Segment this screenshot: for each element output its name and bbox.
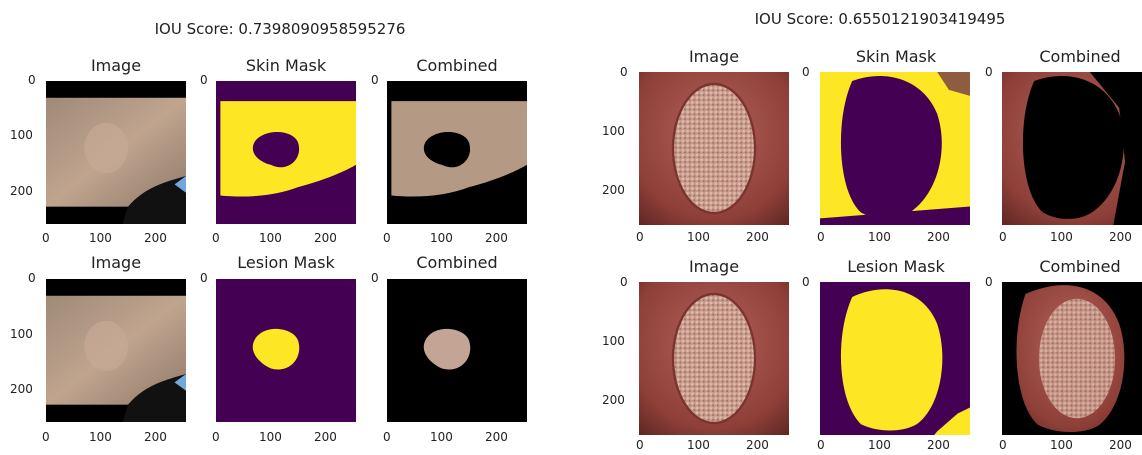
figure-right: IOU Score: 0.6550121903419495 Image Skin… (580, 0, 1142, 455)
panel-title: Skin Mask (245, 56, 327, 75)
x-tick: 0 (42, 231, 50, 245)
y-tick: 0 (371, 73, 379, 87)
y-tick: 0 (985, 65, 993, 79)
x-tick: 200 (927, 438, 950, 452)
y-tick: 200 (602, 183, 625, 197)
image-panel (639, 282, 789, 435)
panel-title: Image (90, 253, 142, 272)
y-tick: 0 (802, 275, 810, 289)
combined-panel (387, 279, 527, 422)
x-tick: 100 (89, 430, 112, 444)
y-tick: 0 (200, 271, 208, 285)
panel-title: Combined (1039, 47, 1121, 66)
x-tick: 0 (636, 230, 644, 244)
lesion-mask-panel (820, 282, 970, 435)
panel-title: Image (90, 56, 142, 75)
x-tick: 200 (1109, 438, 1132, 452)
lesion-mask-panel (216, 279, 356, 422)
figure-left: IOU Score: 0.7398090958595276 Image Skin… (0, 0, 560, 455)
x-tick: 200 (746, 438, 769, 452)
iou-score-right: IOU Score: 0.6550121903419495 (754, 10, 1006, 28)
y-tick: 0 (985, 275, 993, 289)
y-tick: 100 (10, 327, 33, 341)
combined-panel (1002, 72, 1142, 225)
skin-mask-panel (820, 72, 970, 225)
x-tick: 0 (42, 430, 50, 444)
x-tick: 200 (485, 430, 508, 444)
image-panel (639, 72, 789, 225)
x-tick: 200 (314, 231, 337, 245)
x-tick: 100 (1050, 438, 1073, 452)
x-tick: 100 (687, 230, 710, 244)
panel-title: Lesion Mask (847, 257, 945, 276)
x-tick: 100 (259, 430, 282, 444)
x-tick: 100 (89, 231, 112, 245)
panel-title: Combined (416, 56, 498, 75)
image-panel (46, 81, 186, 224)
x-tick: 200 (144, 430, 167, 444)
panel-title: Combined (1039, 257, 1121, 276)
x-tick: 0 (999, 230, 1007, 244)
x-tick: 0 (212, 231, 220, 245)
y-tick: 0 (371, 271, 379, 285)
y-tick: 200 (602, 393, 625, 407)
skin-mask-panel (216, 81, 356, 224)
x-tick: 200 (314, 430, 337, 444)
x-tick: 0 (636, 438, 644, 452)
x-tick: 200 (746, 230, 769, 244)
x-tick: 0 (383, 430, 391, 444)
panel-title: Lesion Mask (237, 253, 335, 272)
y-tick: 0 (200, 73, 208, 87)
x-tick: 0 (817, 230, 825, 244)
panel-title: Skin Mask (855, 47, 937, 66)
combined-panel (387, 81, 527, 224)
combined-panel (1002, 282, 1142, 435)
panel-title: Image (688, 257, 740, 276)
y-tick: 100 (602, 334, 625, 348)
x-tick: 100 (868, 230, 891, 244)
x-tick: 200 (144, 231, 167, 245)
x-tick: 0 (212, 430, 220, 444)
y-tick: 100 (602, 124, 625, 138)
x-tick: 100 (259, 231, 282, 245)
x-tick: 100 (687, 438, 710, 452)
iou-score-left: IOU Score: 0.7398090958595276 (154, 20, 406, 38)
y-tick: 0 (620, 65, 628, 79)
y-tick: 0 (28, 271, 36, 285)
y-tick: 0 (620, 275, 628, 289)
y-tick: 0 (802, 65, 810, 79)
x-tick: 200 (1109, 230, 1132, 244)
x-tick: 100 (1050, 230, 1073, 244)
x-tick: 0 (999, 438, 1007, 452)
panel-title: Combined (416, 253, 498, 272)
x-tick: 100 (430, 231, 453, 245)
x-tick: 100 (430, 430, 453, 444)
y-tick: 200 (10, 184, 33, 198)
x-tick: 0 (817, 438, 825, 452)
x-tick: 100 (868, 438, 891, 452)
y-tick: 200 (10, 382, 33, 396)
x-tick: 200 (485, 231, 508, 245)
panel-title: Image (688, 47, 740, 66)
image-panel (46, 279, 186, 422)
x-tick: 0 (383, 231, 391, 245)
x-tick: 200 (927, 230, 950, 244)
y-tick: 100 (10, 128, 33, 142)
y-tick: 0 (28, 73, 36, 87)
